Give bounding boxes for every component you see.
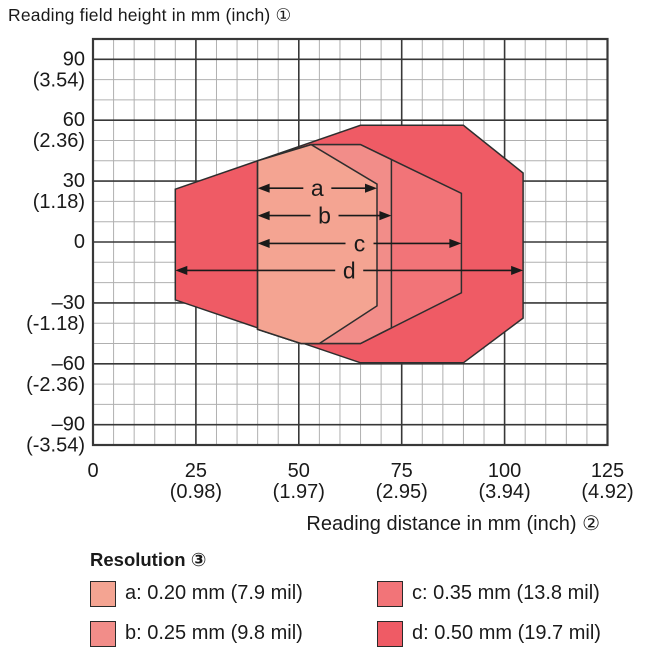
y-tick-mm: 30 — [63, 170, 85, 192]
legend-grid: a: 0.20 mm (7.9 mil) b: 0.25 mm (9.8 mil… — [90, 579, 640, 648]
arrow-label-d: d — [343, 257, 356, 283]
legend-swatch-d — [377, 620, 403, 647]
y-tick-mm: –30 — [52, 292, 85, 314]
arrowhead-right-c — [449, 238, 462, 249]
legend: Resolution ③ a: 0.20 mm (7.9 mil) b: 0.2… — [90, 549, 640, 648]
x-tick-inch: (3.94) — [478, 481, 530, 503]
x-tick-inch: (1.97) — [273, 481, 325, 503]
legend-swatch-a — [90, 580, 116, 607]
legend-swatch-b — [90, 620, 116, 647]
y-tick-mm: 60 — [63, 109, 85, 131]
arrow-label-c: c — [354, 230, 366, 256]
x-tick-mm: 25 — [185, 460, 207, 482]
y-tick-mm: –60 — [52, 353, 85, 375]
arrowhead-left-b — [257, 211, 270, 221]
arrowhead-right-b — [379, 211, 392, 221]
y-tick-inch: (3.54) — [33, 69, 85, 91]
arrowhead-left-c — [257, 238, 270, 249]
legend-title: Resolution ③ — [90, 549, 207, 570]
y-tick-mm: 0 — [74, 231, 85, 253]
x-tick-mm: 125 — [591, 460, 624, 482]
x-tick-inch: (0.98) — [170, 481, 222, 503]
x-tick-mm: 100 — [488, 460, 521, 482]
tick-labels: 90(3.54)60(2.36)30(1.18)0–30(-1.18)–60(-… — [26, 48, 634, 503]
plot-frame — [91, 37, 609, 447]
x-axis-title: Reading distance in mm (inch) ② — [306, 513, 600, 535]
legend-swatch-c — [377, 580, 403, 607]
y-tick-mm: 90 — [63, 48, 85, 70]
y-tick-inch: (-1.18) — [26, 313, 85, 335]
chart-title: Reading field height in mm (inch) ① — [8, 5, 292, 25]
x-tick-mm: 0 — [87, 460, 98, 482]
legend-label-c: c: 0.35 mm (13.8 mil) — [412, 582, 600, 604]
legend-item-b: b: 0.25 mm (9.8 mil) — [90, 619, 377, 648]
legend-label-a: a: 0.20 mm (7.9 mil) — [125, 582, 303, 604]
arrowhead-left-d — [175, 265, 188, 276]
legend-item-c: c: 0.35 mm (13.8 mil) — [377, 579, 640, 608]
arrow-label-b: b — [318, 203, 331, 229]
arrowhead-left-a — [257, 183, 270, 193]
arrowhead-right-a — [365, 183, 378, 193]
y-tick-mm: –90 — [52, 414, 85, 436]
legend-label-b: b: 0.25 mm (9.8 mil) — [125, 622, 303, 644]
legend-item-d: d: 0.50 mm (19.7 mil) — [377, 619, 640, 648]
arrow-label-a: a — [311, 175, 324, 201]
y-tick-inch: (-3.54) — [26, 435, 85, 457]
legend-label-d: d: 0.50 mm (19.7 mil) — [412, 622, 601, 644]
x-tick-inch: (4.92) — [581, 481, 633, 503]
y-tick-inch: (1.18) — [33, 191, 85, 213]
y-tick-inch: (2.36) — [33, 130, 85, 152]
x-tick-inch: (2.95) — [376, 481, 428, 503]
legend-item-a: a: 0.20 mm (7.9 mil) — [90, 579, 377, 608]
x-tick-mm: 50 — [288, 460, 310, 482]
arrowhead-right-d — [511, 265, 524, 276]
y-tick-inch: (-2.36) — [26, 374, 85, 396]
x-tick-mm: 75 — [391, 460, 413, 482]
